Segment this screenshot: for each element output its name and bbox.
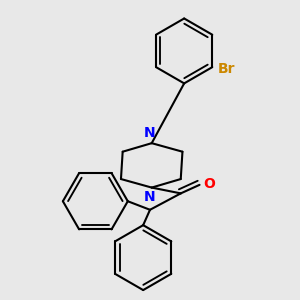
Text: N: N [144,126,156,140]
Text: N: N [144,190,156,204]
Text: O: O [203,177,215,191]
Text: Br: Br [218,62,235,76]
